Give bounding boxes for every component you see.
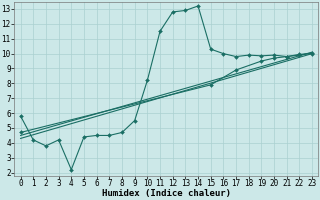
X-axis label: Humidex (Indice chaleur): Humidex (Indice chaleur) bbox=[102, 189, 231, 198]
